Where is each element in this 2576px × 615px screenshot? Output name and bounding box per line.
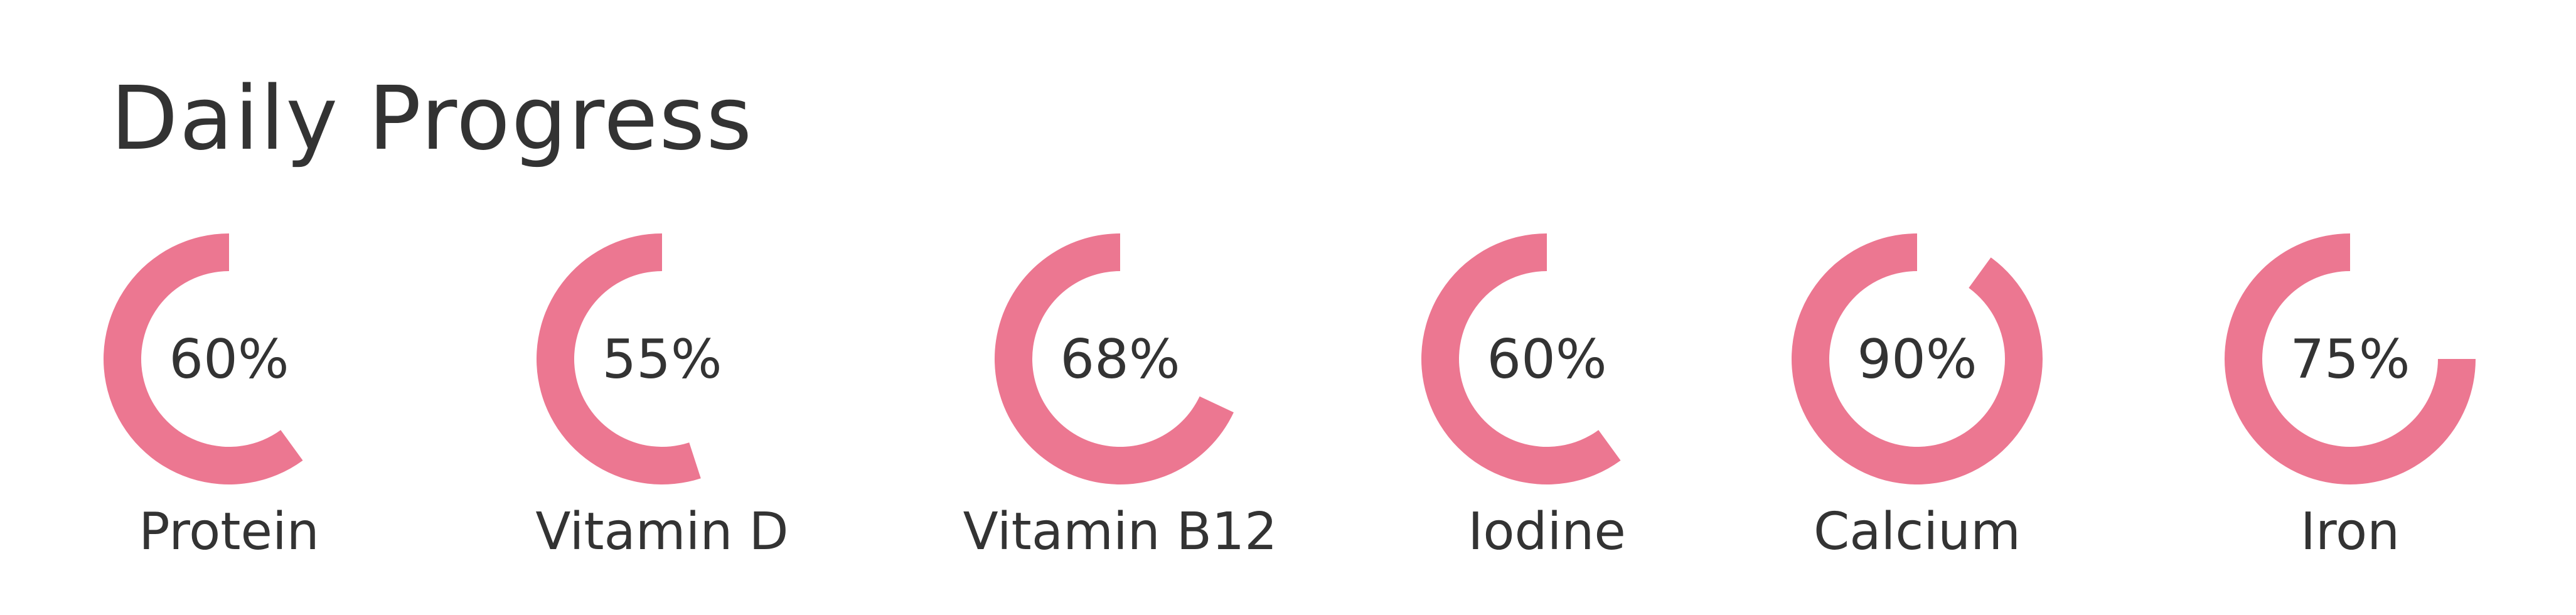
percent-label: 90% [1857,328,1977,391]
progress-ring-protein: 60% Protein [103,233,319,562]
progress-ring-iron: 75% Iron [2225,233,2476,562]
progress-arc [1792,233,2043,485]
progress-arc [536,233,701,484]
nutrient-label: Protein [139,502,319,562]
nutrient-label: Vitamin B12 [963,502,1278,562]
progress-arc [103,233,303,485]
nutrient-label: Calcium [1814,502,2021,562]
progress-ring-vitamin-b12: 68% Vitamin B12 [963,233,1278,562]
progress-ring-calcium: 90% Calcium [1792,233,2043,562]
progress-ring-iodine: 60% Iodine [1421,233,1626,562]
nutrient-label: Iron [2301,502,2400,562]
percent-label: 75% [2290,328,2410,391]
nutrient-label: Iodine [1468,502,1626,562]
percent-label: 60% [169,328,289,391]
progress-arc [995,233,1234,484]
percent-label: 55% [602,328,722,391]
percent-label: 60% [1487,328,1606,391]
progress-arc [2225,233,2476,484]
nutrient-label: Vitamin D [535,502,788,562]
progress-ring-vitamin-d: 55% Vitamin D [535,233,789,562]
percent-label: 68% [1060,328,1180,391]
page-title: Daily Progress [110,68,754,170]
progress-arc [1421,233,1621,485]
